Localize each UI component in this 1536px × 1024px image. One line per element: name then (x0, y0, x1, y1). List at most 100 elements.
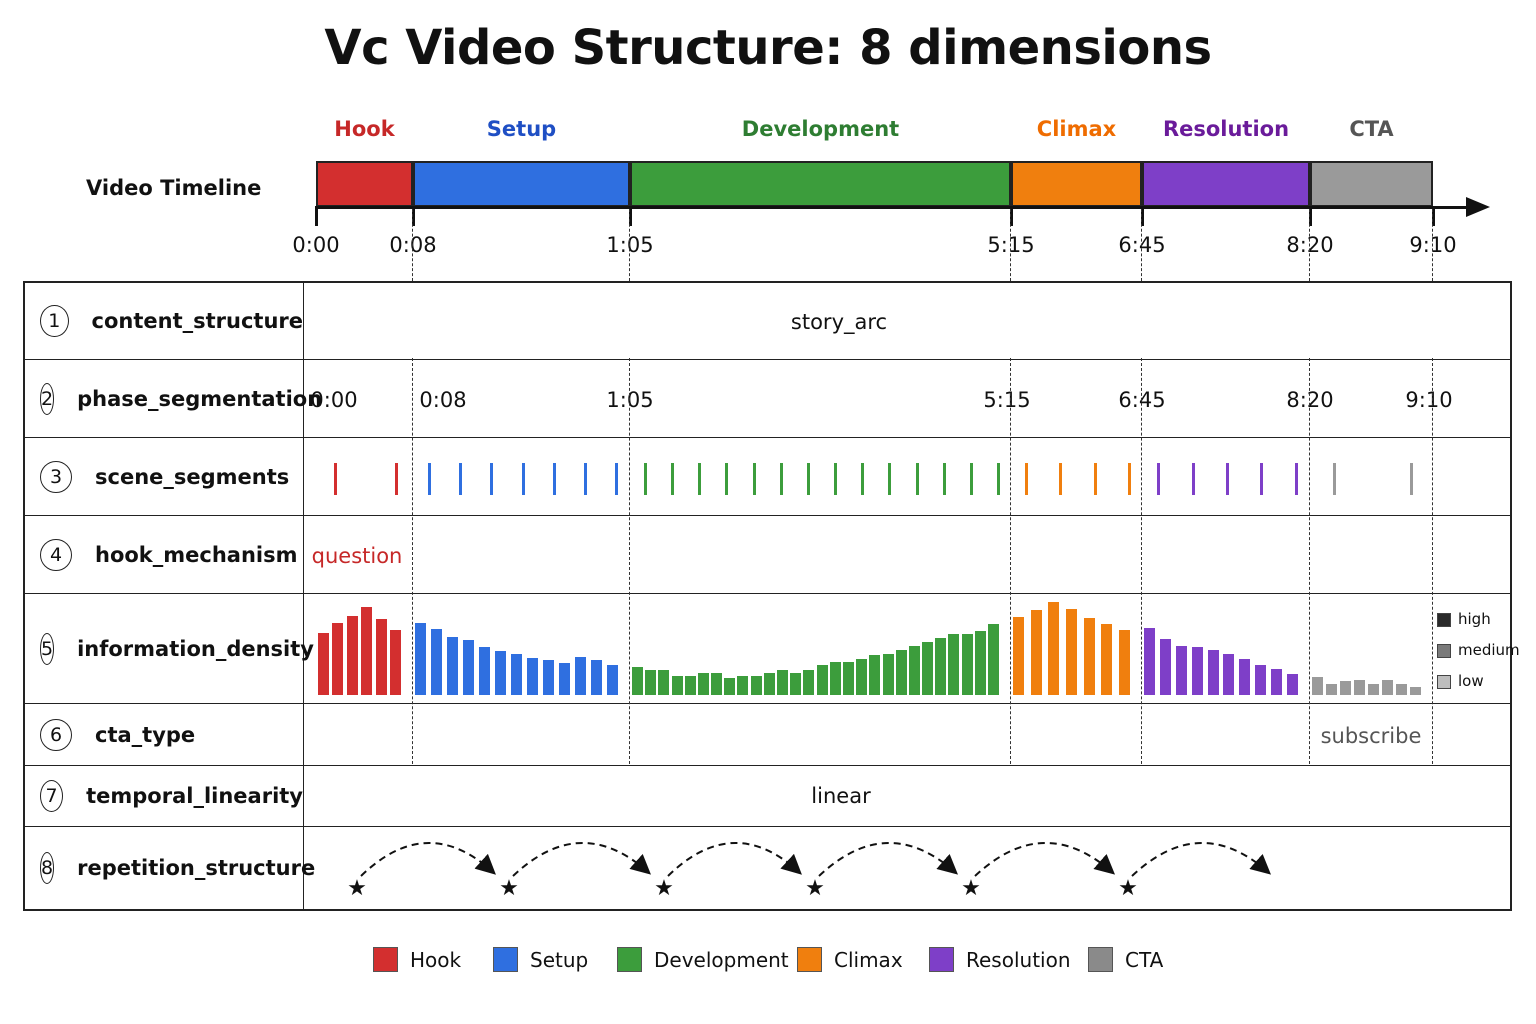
density-bar-development (895, 650, 907, 695)
phase-label-setup: Setup (486, 117, 557, 141)
density-bar-development (671, 675, 683, 695)
phase-bar-development (630, 161, 1011, 207)
scene-marker (490, 463, 494, 495)
legend-swatch (617, 947, 642, 972)
density-bar-development (842, 661, 854, 695)
density-bar-development (737, 675, 749, 695)
density-bar-setup (495, 651, 506, 695)
density-bar-development (790, 673, 802, 695)
scene-marker (997, 463, 1001, 495)
timeline-tick-label: 5:15 (987, 233, 1035, 257)
density-bar-setup (559, 663, 570, 695)
phase-label-resolution: Resolution (1162, 117, 1290, 141)
density-bar-setup (591, 659, 602, 695)
phase-segmentation-label: 9:10 (1405, 388, 1453, 412)
timeline-tick (1141, 206, 1144, 226)
legend-swatch (373, 947, 398, 972)
row-number: 6 (40, 718, 72, 751)
dimension-name: cta_type (95, 722, 196, 747)
hook-mechanism-value: question (311, 544, 403, 568)
density-legend-label: high (1458, 610, 1491, 628)
density-bar-hook (361, 607, 373, 695)
timeline-row-label: Video Timeline (86, 176, 262, 200)
phase-bar-cta (1310, 161, 1433, 207)
density-bar-development (816, 665, 828, 695)
density-bar-setup (479, 646, 490, 695)
scene-marker (861, 463, 865, 495)
legend-label: Development (654, 947, 789, 972)
legend-item-setup: Setup (493, 947, 588, 972)
scene-marker (888, 463, 892, 495)
timeline-tick (412, 206, 415, 226)
scene-marker (1157, 463, 1161, 495)
scene-marker (1260, 463, 1264, 495)
scene-marker (1332, 463, 1336, 495)
phase-segmentation-label: 8:20 (1286, 388, 1334, 412)
timeline-tick-label: 8:20 (1286, 233, 1334, 257)
density-bar-resolution (1191, 647, 1203, 695)
row-number: 7 (40, 780, 64, 812)
density-bar-climax (1083, 617, 1095, 695)
legend-label: Hook (410, 947, 462, 972)
scene-marker (915, 463, 919, 495)
timeline-arrow-icon (1466, 197, 1490, 217)
density-bar-hook (332, 622, 344, 695)
density-bar-development (750, 675, 762, 695)
dimension-name: repetition_structure (77, 856, 316, 880)
phase-guide-line (412, 358, 413, 764)
phase-label-climax: Climax (1036, 117, 1117, 141)
row-number: 1 (40, 305, 69, 337)
density-bar-hook (346, 615, 358, 695)
timeline-tick (1432, 206, 1435, 226)
phase-guide-line (629, 209, 630, 281)
density-bar-hook (390, 629, 401, 695)
phase-label-development: Development (741, 117, 900, 141)
phase-guide-line (412, 209, 413, 281)
scene-marker (643, 463, 647, 495)
timeline-tick-label: 6:45 (1118, 233, 1166, 257)
legend-item-development: Development (617, 947, 789, 972)
density-legend-label: medium (1458, 641, 1520, 659)
density-bar-development (974, 630, 986, 695)
phase-label-hook: Hook (334, 117, 395, 141)
scene-marker (806, 463, 810, 495)
density-legend-swatch (1437, 675, 1451, 689)
dimension-row: 7 temporal_linearity (25, 766, 1510, 827)
legend-swatch (797, 947, 822, 972)
cta-type-value: subscribe (1320, 724, 1422, 748)
density-bar-setup (511, 653, 522, 695)
legend-swatch (1088, 947, 1113, 972)
density-bar-resolution (1239, 658, 1251, 695)
scene-marker (395, 463, 399, 495)
scene-marker (779, 463, 783, 495)
page-title: Vc Video Structure: 8 dimensions (324, 20, 1212, 76)
density-bar-setup (447, 636, 458, 695)
scene-marker (1226, 463, 1229, 495)
scene-marker (698, 463, 702, 495)
density-bar-resolution (1175, 645, 1187, 695)
dimension-name: information_density (77, 636, 314, 661)
legend-label: Climax (834, 947, 903, 972)
phase-segmentation-label: 5:15 (983, 388, 1031, 412)
scene-marker (552, 463, 556, 495)
scene-marker (725, 463, 729, 495)
scene-marker (1294, 463, 1298, 495)
phase-guide-line (1010, 358, 1011, 764)
dimension-name: scene_segments (95, 464, 290, 489)
density-bar-development (908, 645, 920, 695)
density-bar-development (658, 670, 670, 695)
temporal-linearity-value: linear (811, 784, 871, 808)
legend-item-resolution: Resolution (929, 947, 1071, 972)
dimension-row: 3 scene_segments (25, 438, 1510, 516)
density-bar-cta (1382, 680, 1393, 695)
scene-marker (1025, 463, 1029, 495)
scene-marker (942, 463, 946, 495)
density-bar-development (948, 634, 960, 695)
density-bar-cta (1410, 687, 1421, 695)
scene-marker (459, 463, 463, 495)
density-bar-development (711, 673, 723, 695)
scene-marker (671, 463, 675, 495)
dimension-name: temporal_linearity (86, 784, 303, 808)
legend-swatch (493, 947, 518, 972)
timeline-tick (1010, 206, 1013, 226)
